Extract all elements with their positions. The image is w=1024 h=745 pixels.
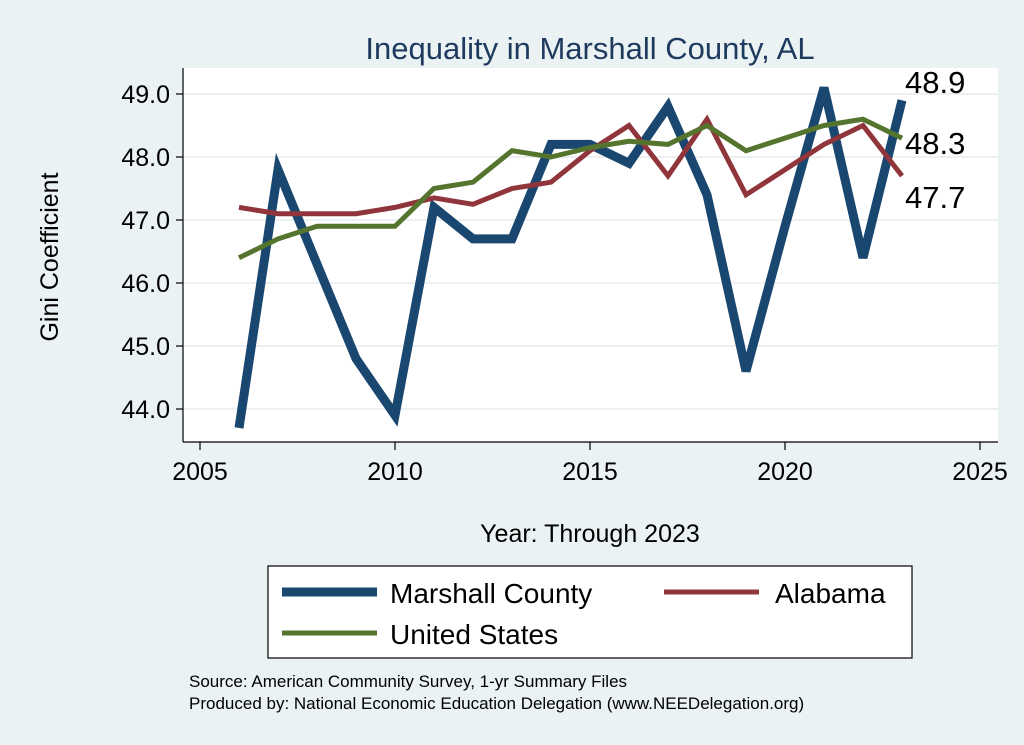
y-axis-label: Gini Coefficient — [36, 172, 64, 341]
y-tick-label: 49.0 — [121, 81, 170, 109]
legend-box — [267, 565, 913, 659]
x-tick-label: 2020 — [757, 458, 813, 486]
y-tick-label: 45.0 — [121, 333, 170, 361]
end-label-united-states: 48.3 — [905, 126, 965, 161]
y-tick-label: 46.0 — [121, 270, 170, 298]
x-tick-label: 2015 — [562, 458, 618, 486]
x-tick-label: 2025 — [952, 458, 1008, 486]
y-tick-label: 48.0 — [121, 144, 170, 172]
x-axis-label: Year: Through 2023 — [480, 520, 700, 548]
legend-label-alabama: Alabama — [775, 578, 886, 609]
series-lines — [234, 86, 907, 429]
x-axis-ticks: 2005 2010 2015 2020 2025 — [172, 442, 1008, 486]
end-label-alabama: 47.7 — [905, 180, 965, 215]
series-line-marshall-county — [234, 86, 907, 429]
source-note: Source: American Community Survey, 1-yr … — [189, 672, 627, 691]
x-tick-label: 2005 — [172, 458, 228, 486]
legend-label-marshall-county: Marshall County — [390, 578, 592, 609]
grid-lines — [184, 93, 998, 410]
produced-by-note: Produced by: National Economic Education… — [189, 694, 804, 713]
y-tick-label: 44.0 — [121, 396, 170, 424]
chart-title: Inequality in Marshall County, AL — [365, 31, 814, 66]
y-axis-ticks: 44.0 45.0 46.0 47.0 48.0 49.0 — [121, 81, 183, 424]
legend: Marshall County Alabama United States — [267, 565, 913, 659]
series-line-united-states — [237, 116, 904, 261]
y-tick-label: 47.0 — [121, 207, 170, 235]
series-line-alabama — [238, 114, 904, 217]
legend-label-united-states: United States — [390, 619, 558, 650]
x-tick-label: 2010 — [367, 458, 423, 486]
end-label-marshall-county: 48.9 — [905, 65, 965, 100]
